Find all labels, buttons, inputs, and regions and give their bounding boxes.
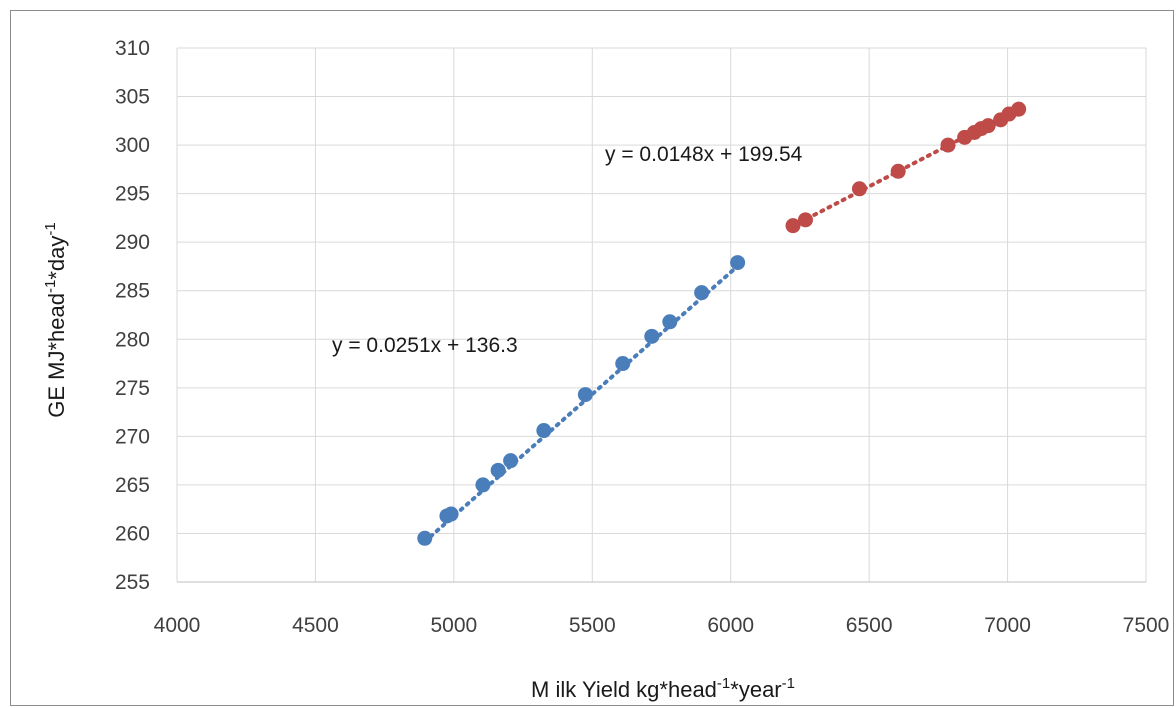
x-tick-label: 6500 [846,614,893,637]
data-point-series-2 [797,212,813,228]
data-point-series-1 [644,328,660,344]
y-tick-label: 275 [115,377,150,400]
x-tick-label: 5000 [430,614,477,637]
y-tick-label: 260 [115,522,150,545]
x-tick-label: 7000 [984,614,1031,637]
x-tick-label: 5500 [569,614,616,637]
data-point-series-1 [615,356,631,372]
data-point-series-2 [1011,101,1027,117]
y-tick-label: 300 [115,134,150,157]
y-tick-label: 285 [115,280,150,303]
data-point-series-1 [694,285,710,301]
data-point-series-2 [940,137,956,153]
x-tick-label: 7500 [1123,614,1170,637]
data-points [417,101,1027,546]
y-axis-title: GE MJ*head-1*day-1 [42,222,69,417]
data-point-series-1 [662,314,678,330]
data-point-series-2 [890,163,906,179]
data-point-series-2 [980,118,996,134]
data-point-series-1 [417,530,433,546]
data-point-series-2 [851,181,867,197]
data-point-series-2 [785,218,801,234]
x-tick-labels: 4000 4500 5000 5500 6000 6500 7000 7500 [154,614,1170,637]
data-point-series-1 [475,477,491,493]
data-point-series-1 [536,423,552,439]
x-axis-title: M ilk Yield kg*head-1*year-1 [531,675,795,702]
y-tick-label: 270 [115,425,150,448]
trendline-labels: y = 0.0251x + 136.3 y = 0.0148x + 199.54 [332,143,803,357]
data-point-series-1 [730,255,746,271]
grid [176,47,1147,583]
trendlines [422,106,1021,544]
y-tick-label: 265 [115,474,150,497]
chart-frame [10,10,1174,706]
y-tick-label: 305 [115,86,150,109]
data-point-series-1 [443,506,459,522]
y-tick-label: 255 [115,571,150,594]
trendline-equation-1: y = 0.0251x + 136.3 [332,334,518,357]
y-tick-labels: 255 260 265 270 275 280 285 290 295 300 305 310 [115,37,150,594]
data-point-series-1 [490,462,506,478]
x-tick-label: 4000 [154,614,201,637]
data-point-series-1 [577,387,593,403]
y-tick-label: 295 [115,183,150,206]
data-point-series-1 [503,453,519,469]
trendline-1 [422,264,740,544]
x-tick-label: 4500 [292,614,339,637]
y-tick-label: 280 [115,328,150,351]
y-tick-label: 310 [115,37,150,60]
x-tick-label: 6000 [707,614,754,637]
y-tick-label: 290 [115,231,150,254]
trendline-equation-2: y = 0.0148x + 199.54 [605,143,803,166]
